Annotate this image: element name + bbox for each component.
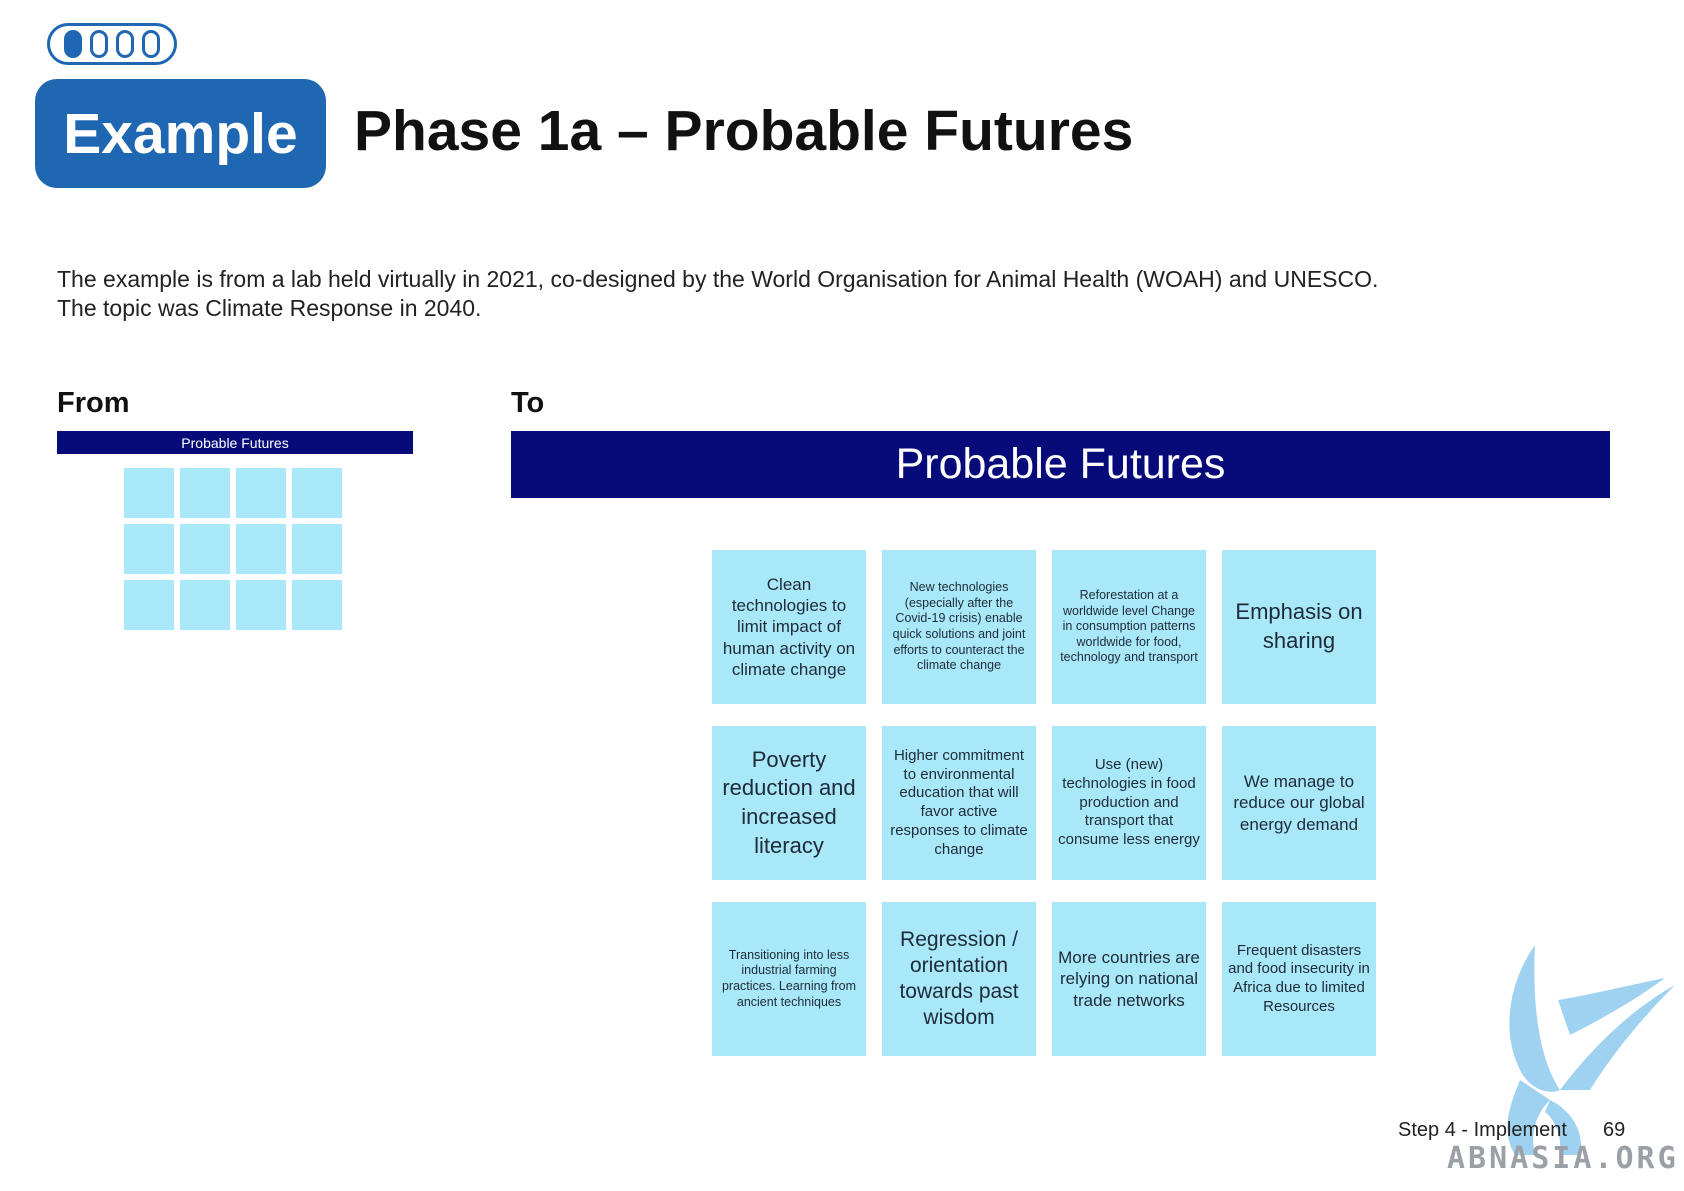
page-footer: Step 4 - Implement 69 — [1398, 1119, 1625, 1142]
sticky-note: Emphasis on sharing — [1222, 550, 1376, 704]
empty-sticky-note — [124, 580, 174, 630]
progress-step-4 — [142, 30, 160, 58]
from-label: From — [57, 387, 130, 419]
sticky-note: Transitioning into less industrial farmi… — [712, 902, 866, 1056]
sticky-note: Poverty reduction and increased literacy — [712, 726, 866, 880]
intro-line-2: The topic was Climate Response in 2040. — [57, 295, 482, 321]
sticky-note: Frequent disasters and food insecurity i… — [1222, 902, 1376, 1056]
empty-sticky-note — [180, 580, 230, 630]
sticky-note: Use (new) technologies in food productio… — [1052, 726, 1206, 880]
empty-sticky-note — [236, 580, 286, 630]
empty-sticky-note — [292, 524, 342, 574]
empty-sticky-note — [236, 524, 286, 574]
to-board-header: Probable Futures — [511, 431, 1610, 498]
from-board-header: Probable Futures — [57, 431, 413, 454]
empty-sticky-note — [180, 468, 230, 518]
progress-step-2 — [90, 30, 108, 58]
intro-line-1: The example is from a lab held virtually… — [57, 266, 1379, 292]
progress-indicator — [47, 23, 177, 65]
empty-sticky-note — [292, 580, 342, 630]
sticky-note: Regression / orientation towards past wi… — [882, 902, 1036, 1056]
sticky-note: We manage to reduce our global energy de… — [1222, 726, 1376, 880]
empty-sticky-note — [124, 524, 174, 574]
intro-text: The example is from a lab held virtually… — [57, 265, 1457, 323]
watermark-text: ABNASIA.ORG — [1447, 1141, 1679, 1176]
empty-sticky-note — [180, 524, 230, 574]
progress-step-3 — [116, 30, 134, 58]
page-title: Phase 1a – Probable Futures — [354, 99, 1134, 163]
to-label: To — [511, 387, 545, 419]
empty-sticky-note — [124, 468, 174, 518]
empty-sticky-note — [236, 468, 286, 518]
sticky-note: Reforestation at a worldwide level Chang… — [1052, 550, 1206, 704]
sticky-note: More countries are relying on national t… — [1052, 902, 1206, 1056]
example-badge: Example — [35, 79, 326, 188]
sticky-note: New technologies (especially after the C… — [882, 550, 1036, 704]
sticky-note: Clean technologies to limit impact of hu… — [712, 550, 866, 704]
sticky-note: Higher commitment to environmental educa… — [882, 726, 1036, 880]
from-empty-notes-grid — [124, 468, 342, 630]
empty-sticky-note — [292, 468, 342, 518]
griffin-watermark-icon — [1507, 945, 1675, 1155]
progress-step-1-active — [64, 30, 82, 58]
to-sticky-notes-grid: Clean technologies to limit impact of hu… — [712, 550, 1376, 1056]
footer-section: Step 4 - Implement — [1398, 1119, 1567, 1141]
page-number: 69 — [1602, 1119, 1626, 1141]
